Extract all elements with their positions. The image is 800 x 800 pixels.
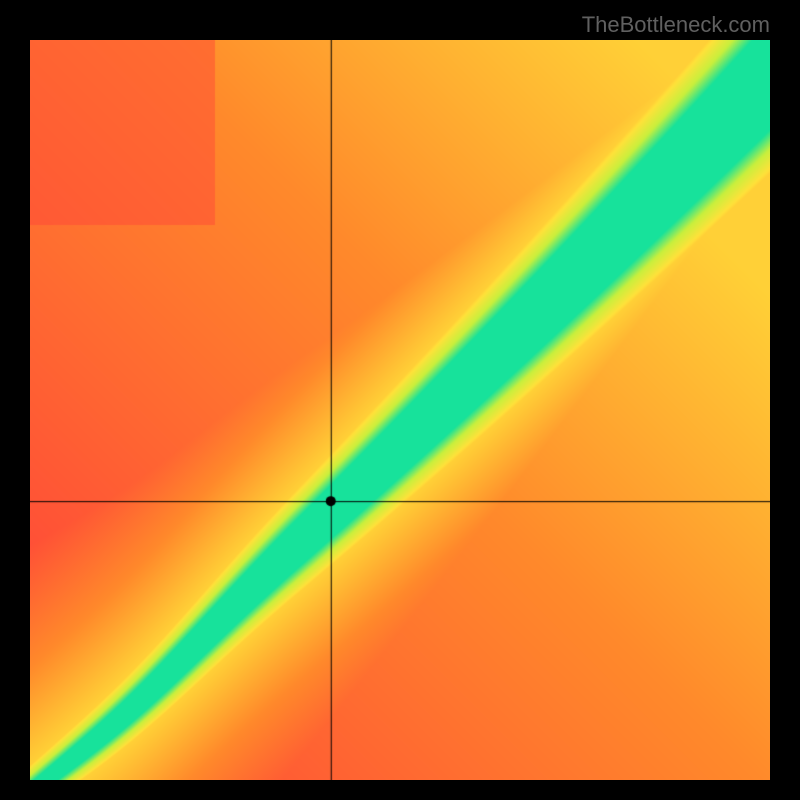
- watermark-text: TheBottleneck.com: [582, 12, 770, 38]
- chart-container: TheBottleneck.com: [0, 0, 800, 800]
- heatmap-plot-area: [30, 40, 770, 780]
- heatmap-canvas: [30, 40, 770, 780]
